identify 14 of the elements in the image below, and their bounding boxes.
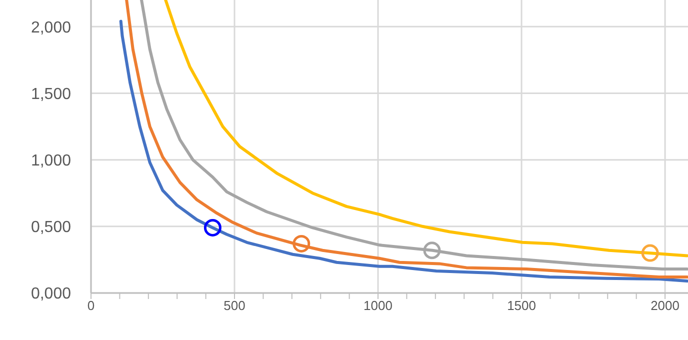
y-tick-label: 0,000 [30,286,72,303]
y-tick-label: 1,500 [30,86,72,103]
point [423,242,441,260]
x-tick-label: 1000 [364,298,392,314]
point [292,234,310,252]
y-tick-label: 0,500 [30,219,72,236]
x-tick-label: 2000 [650,298,680,314]
point [641,244,659,262]
x-tick-label: 500 [224,298,246,314]
y-tick-label: 1,000 [30,152,72,170]
point [204,218,222,236]
y-tick-label: 2,000 [30,19,72,36]
x-tick-label: 0 [87,298,95,314]
x-tick-label: 1500 [507,298,536,314]
